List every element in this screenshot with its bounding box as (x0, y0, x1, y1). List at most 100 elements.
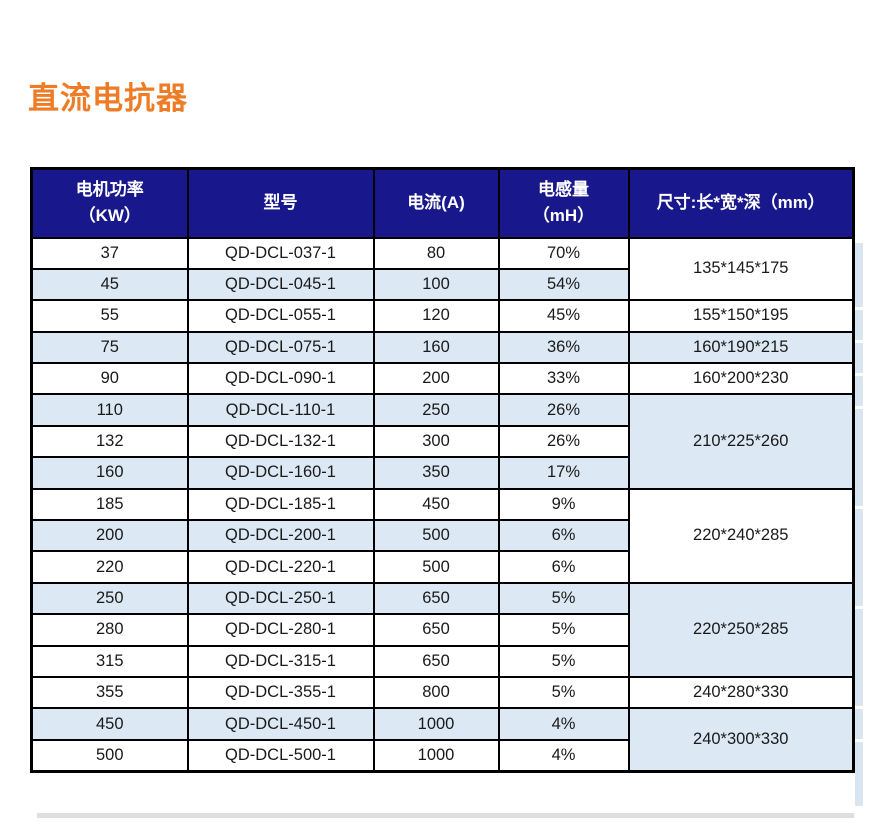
cell-current: 300 (372, 424, 500, 459)
cell-size: 220*240*285 (627, 487, 855, 584)
table-row: 160 QD-DCL-160-1 350 17% (30, 456, 854, 490)
cell-model: QD-DCL-355-1 (186, 675, 375, 710)
edge-shadow-segment (855, 509, 863, 606)
cell-current: 80 (372, 236, 500, 270)
edge-shadow-segment (855, 409, 863, 506)
edge-shadow-segment (855, 310, 863, 340)
table-edge-artifact (855, 243, 863, 806)
cell-model: QD-DCL-315-1 (186, 644, 375, 678)
cell-inductance: 36% (497, 330, 630, 365)
cell-power: 315 (30, 644, 189, 678)
table-row: 45 QD-DCL-045-1 100 54% (30, 267, 854, 302)
cell-current: 650 (372, 613, 500, 647)
cell-power: 200 (30, 519, 189, 553)
cell-power: 355 (30, 675, 189, 710)
cell-model: QD-DCL-075-1 (186, 330, 375, 365)
cell-inductance: 45% (497, 299, 630, 333)
edge-shadow-segment (855, 609, 863, 706)
table-row: 90 QD-DCL-090-1 200 33% 160*200*230 (30, 362, 855, 396)
header-inductance: 电感量 （mH） (497, 167, 630, 239)
cell-size: 240*300*330 (627, 707, 855, 773)
table-row: 355 QD-DCL-355-1 800 5% 240*280*330 (30, 675, 855, 710)
cell-size: 160*200*230 (627, 362, 855, 396)
cell-power: 250 (30, 581, 189, 616)
cell-inductance: 9% (497, 487, 630, 522)
cell-model: QD-DCL-220-1 (186, 550, 375, 584)
edge-shadow-segment (855, 343, 863, 373)
cell-current: 160 (372, 330, 500, 365)
edge-shadow-segment (855, 376, 863, 406)
cell-current: 500 (372, 519, 500, 553)
edge-shadow-segment (855, 742, 863, 806)
cell-current: 500 (372, 550, 500, 584)
cell-inductance: 5% (497, 613, 630, 647)
table-row: 37 QD-DCL-037-1 80 70% 135*145*175 (30, 236, 855, 302)
cell-current: 650 (372, 581, 500, 616)
cell-current: 650 (372, 644, 500, 678)
cell-model: QD-DCL-055-1 (186, 299, 375, 333)
cell-power: 45 (30, 267, 189, 302)
cell-inductance: 6% (497, 519, 630, 553)
cell-current: 1000 (372, 738, 500, 773)
header-inductance-line1: 电感量 (538, 179, 589, 199)
cell-power: 160 (30, 456, 189, 490)
cell-size: 210*225*260 (627, 393, 855, 490)
cell-current: 250 (372, 393, 500, 427)
cell-model: QD-DCL-280-1 (186, 613, 375, 647)
table-row: 450 QD-DCL-450-1 1000 4% 240*300*330 (30, 707, 855, 773)
cell-current: 1000 (372, 707, 500, 741)
cell-power: 90 (30, 362, 189, 396)
table-bottom-shadow (37, 813, 854, 818)
edge-shadow-segment (855, 709, 863, 739)
header-motor-power: 电机功率 （KW） (30, 167, 189, 239)
cell-power: 500 (30, 738, 189, 773)
header-current: 电流(A) (372, 167, 500, 239)
table-row: 110 QD-DCL-110-1 250 26% 210*225*260 (30, 393, 855, 490)
cell-power: 280 (30, 613, 189, 647)
cell-inductance: 4% (497, 738, 630, 773)
table-row: 315 QD-DCL-315-1 650 5% (30, 644, 854, 678)
header-inductance-line2: （mH） (532, 206, 595, 226)
cell-size: 135*145*175 (627, 236, 855, 302)
cell-model: QD-DCL-132-1 (186, 424, 375, 459)
cell-inductance: 5% (497, 675, 630, 710)
cell-power: 450 (30, 707, 189, 741)
table-row: 280 QD-DCL-280-1 650 5% (30, 613, 854, 647)
cell-power: 55 (30, 299, 189, 333)
cell-inductance: 5% (497, 644, 630, 678)
cell-inductance: 33% (497, 362, 630, 396)
cell-model: QD-DCL-045-1 (186, 267, 375, 302)
table-row: 220 QD-DCL-220-1 500 6% (30, 550, 854, 584)
cell-size: 160*190*215 (627, 330, 855, 365)
spec-table: 电机功率 （KW） 型号 电流(A) 电感量 （mH） 尺寸:长*宽*深（mm） (30, 167, 855, 773)
cell-current: 450 (372, 487, 500, 522)
cell-current: 200 (372, 362, 500, 396)
cell-inductance: 26% (497, 393, 630, 427)
table-row: 185 QD-DCL-185-1 450 9% 220*240*285 (30, 487, 855, 584)
cell-power: 132 (30, 424, 189, 459)
table-row: 55 QD-DCL-055-1 120 45% 155*150*195 (30, 299, 855, 333)
cell-power: 110 (30, 393, 189, 427)
cell-inductance: 17% (497, 456, 630, 490)
cell-inductance: 5% (497, 581, 630, 616)
cell-model: QD-DCL-110-1 (186, 393, 375, 427)
cell-model: QD-DCL-037-1 (186, 236, 375, 270)
cell-inductance: 54% (497, 267, 630, 302)
header-row: 电机功率 （KW） 型号 电流(A) 电感量 （mH） 尺寸:长*宽*深（mm） (30, 167, 855, 239)
header-current-line1: 电流(A) (407, 193, 465, 213)
cell-model: QD-DCL-160-1 (186, 456, 375, 490)
page-title: 直流电抗器 (28, 80, 188, 116)
spec-table-container: 电机功率 （KW） 型号 电流(A) 电感量 （mH） 尺寸:长*宽*深（mm） (30, 167, 855, 773)
cell-current: 800 (372, 675, 500, 710)
cell-model: QD-DCL-200-1 (186, 519, 375, 553)
cell-inductance: 6% (497, 550, 630, 584)
cell-model: QD-DCL-500-1 (186, 738, 375, 773)
table-row: 75 QD-DCL-075-1 160 36% 160*190*215 (30, 330, 855, 365)
header-motor-power-line2: （KW） (78, 206, 141, 226)
header-model-line1: 型号 (263, 193, 298, 213)
table-row: 500 QD-DCL-500-1 1000 4% (30, 738, 854, 773)
cell-model: QD-DCL-250-1 (186, 581, 375, 616)
header-motor-power-line1: 电机功率 (75, 179, 144, 199)
cell-model: QD-DCL-185-1 (186, 487, 375, 522)
table-row: 250 QD-DCL-250-1 650 5% 220*250*285 (30, 581, 855, 678)
